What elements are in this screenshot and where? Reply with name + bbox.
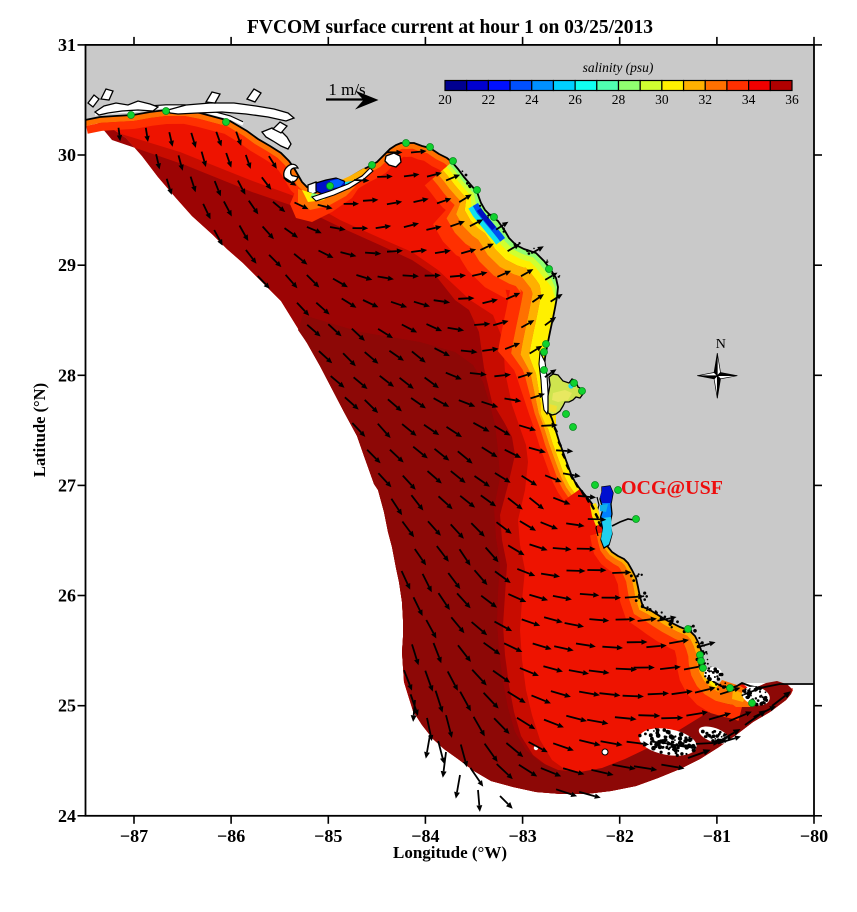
svg-text:36: 36 [785,92,799,107]
svg-text:20: 20 [438,92,452,107]
svg-text:30: 30 [655,92,669,107]
svg-text:−85: −85 [314,826,342,846]
svg-text:26: 26 [58,586,76,606]
svg-text:salinity (psu): salinity (psu) [583,60,654,75]
svg-text:Longitude (°W): Longitude (°W) [393,843,507,862]
svg-text:30: 30 [58,145,76,165]
svg-text:29: 29 [58,255,76,275]
svg-text:N: N [716,337,726,352]
svg-text:24: 24 [525,92,539,107]
svg-text:−82: −82 [606,826,634,846]
svg-text:25: 25 [58,696,76,716]
svg-text:−87: −87 [120,826,148,846]
svg-text:−81: −81 [703,826,731,846]
svg-text:32: 32 [698,92,712,107]
svg-text:28: 28 [612,92,626,107]
svg-text:OCG@USF: OCG@USF [621,477,723,499]
svg-text:−80: −80 [800,826,828,846]
svg-text:Latitude (°N): Latitude (°N) [30,383,49,477]
svg-text:27: 27 [58,475,76,495]
svg-text:26: 26 [568,92,582,107]
svg-text:31: 31 [58,35,76,55]
svg-text:−83: −83 [508,826,536,846]
svg-text:−86: −86 [217,826,245,846]
svg-text:24: 24 [58,806,76,826]
svg-text:22: 22 [482,92,496,107]
svg-text:28: 28 [58,365,76,385]
svg-text:FVCOM surface current at hour: FVCOM surface current at hour 1 on 03/25… [247,17,653,38]
svg-text:34: 34 [742,92,756,107]
